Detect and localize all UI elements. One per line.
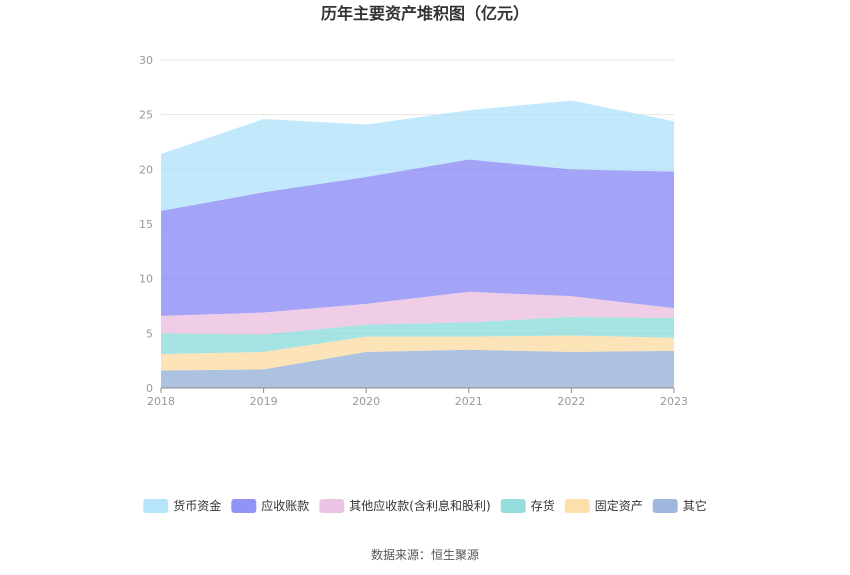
legend-swatch: [231, 499, 257, 513]
area-其他应收款-含利息和股利-: [161, 291, 674, 335]
area-货币资金: [161, 100, 674, 211]
x-tick-label: 2021: [455, 395, 483, 408]
x-tick-label: 2022: [557, 395, 585, 408]
legend-swatch: [319, 499, 345, 513]
y-tick-label: 20: [139, 163, 153, 176]
legend: 货币资金 应收账款 其他应收款(含利息和股利) 存货 固定资产 其它: [143, 498, 707, 513]
legend-item-其他应收款-含利息和股利-[interactable]: 其他应收款(含利息和股利): [319, 498, 491, 513]
legend-swatch: [143, 499, 169, 513]
chart-title: 历年主要资产堆积图（亿元）: [321, 4, 529, 23]
y-tick-label: 0: [146, 382, 153, 395]
legend-label: 其他应收款(含利息和股利): [349, 498, 490, 513]
legend-swatch: [564, 499, 590, 513]
legend-item-固定资产[interactable]: 固定资产: [564, 498, 643, 513]
x-tick-label: 2019: [250, 395, 278, 408]
area-应收账款: [161, 159, 674, 316]
x-tick-label: 2023: [660, 395, 688, 408]
legend-swatch: [652, 499, 678, 513]
legend-swatch: [500, 499, 526, 513]
y-tick-label: 15: [139, 218, 153, 231]
legend-item-存货[interactable]: 存货: [500, 498, 555, 513]
legend-label: 货币资金: [173, 498, 221, 513]
legend-label: 存货: [531, 498, 555, 513]
y-tick-label: 10: [139, 273, 153, 286]
y-tick-label: 5: [146, 327, 153, 340]
legend-item-其它[interactable]: 其它: [652, 498, 707, 513]
area-series: [161, 100, 674, 388]
area-固定资产: [161, 335, 674, 371]
data-source: 数据来源：恒生聚源: [371, 547, 479, 562]
x-tick-label: 2020: [352, 395, 380, 408]
legend-item-应收账款[interactable]: 应收账款: [231, 498, 309, 513]
legend-label: 固定资产: [595, 498, 643, 513]
legend-label: 其它: [683, 498, 707, 513]
x-tick-label: 2018: [147, 395, 175, 408]
y-tick-label: 30: [139, 54, 153, 67]
y-tick-label: 25: [139, 109, 153, 122]
area-其它: [161, 349, 674, 388]
area-存货: [161, 316, 674, 355]
y-axis: 0 5 10 15 20 25 30: [139, 54, 153, 395]
legend-label: 应收账款: [261, 498, 309, 513]
legend-item-货币资金[interactable]: 货币资金: [143, 498, 221, 513]
x-axis: 2018 2019 2020 2021 2022 2023: [147, 387, 688, 408]
